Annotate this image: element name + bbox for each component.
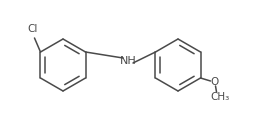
Text: CH₃: CH₃ (209, 92, 228, 102)
Text: O: O (210, 77, 218, 87)
Text: Cl: Cl (27, 24, 38, 34)
Text: NH: NH (119, 56, 136, 66)
